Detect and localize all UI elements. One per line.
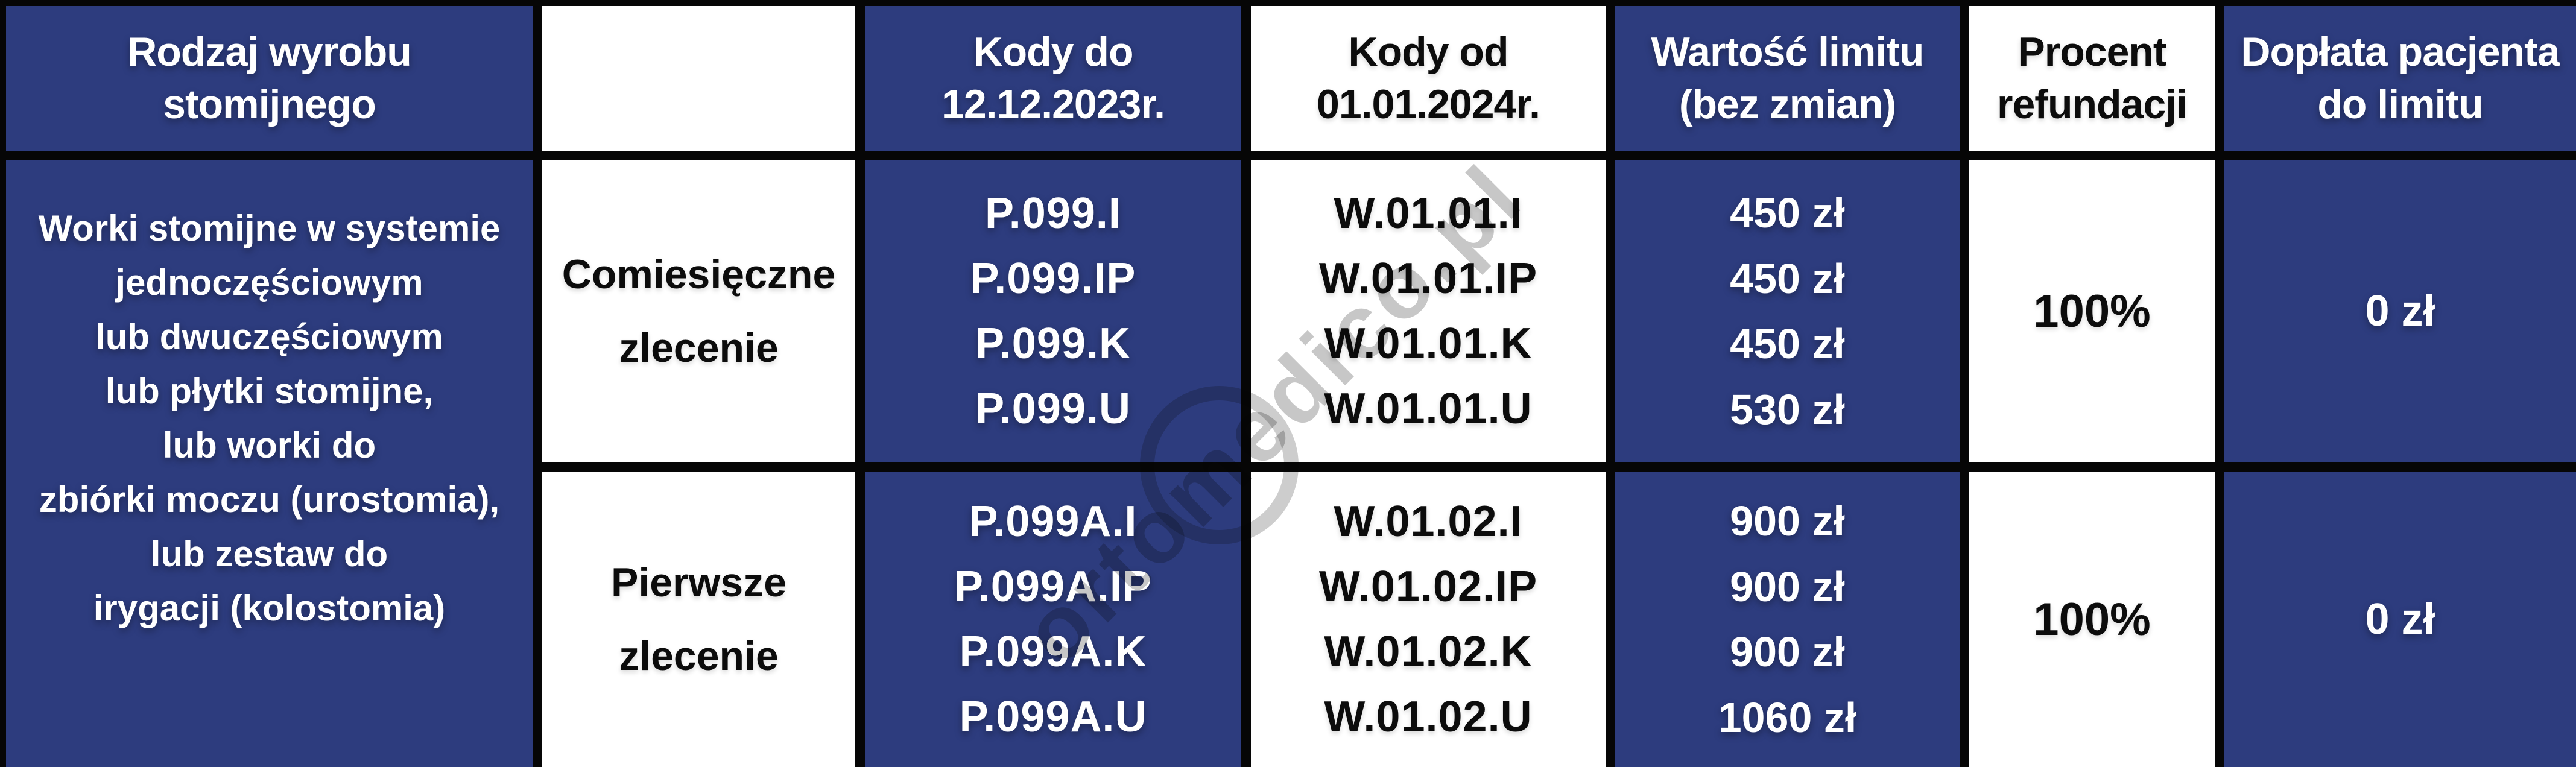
row2-codes-new-cell: W.01.02.I W.01.02.IP W.01.02.K W.01.02.U (1251, 472, 1606, 767)
row1-codes-old-cell: P.099.I P.099.IP P.099.K P.099.U (865, 160, 1241, 462)
row1-codes-old: P.099.I P.099.IP P.099.K P.099.U (970, 189, 1136, 433)
row1-codes-new-cell: W.01.01.I W.01.01.IP W.01.01.K W.01.01.U (1251, 160, 1606, 462)
header-label-codes-until: Kody do 12.12.2023r. (941, 28, 1165, 127)
product-description-text: Worki stomijne w systemie jednoczęściowy… (38, 208, 501, 628)
product-description-cell: Worki stomijne w systemie jednoczęściowy… (6, 160, 533, 767)
header-cell-refund-percent: Procent refundacji (1969, 6, 2215, 151)
row2-limit-values: 900 zł 900 zł 900 zł 1060 zł (1718, 497, 1857, 741)
row2-order-type-cell: Pierwsze zlecenie (542, 472, 855, 767)
row1-limit-values-cell: 450 zł 450 zł 450 zł 530 zł (1615, 160, 1960, 462)
row2-codes-new: W.01.02.I W.01.02.IP W.01.02.K W.01.02.U (1318, 497, 1538, 741)
row1-patient-copay-cell: 0 zł (2224, 160, 2576, 462)
header-cell-product-type: Rodzaj wyrobu stomijnego (6, 6, 533, 151)
row2-refund-percent: 100% (2033, 593, 2151, 645)
header-label-product-type: Rodzaj wyrobu stomijnego (127, 28, 412, 127)
row1-codes-new: W.01.01.I W.01.01.IP W.01.01.K W.01.01.U (1318, 189, 1538, 433)
header-cell-codes-until: Kody do 12.12.2023r. (865, 6, 1241, 151)
row2-patient-copay: 0 zł (2365, 595, 2435, 643)
header-label-patient-copay: Dopłata pacjenta do limitu (2241, 28, 2560, 127)
row1-limit-values: 450 zł 450 zł 450 zł 530 zł (1730, 189, 1845, 433)
header-cell-order-type (542, 6, 855, 151)
header-label-codes-from: Kody od 01.01.2024r. (1317, 28, 1540, 127)
row1-order-type: Comiesięczne zlecenie (562, 251, 836, 371)
header-cell-patient-copay: Dopłata pacjenta do limitu (2224, 6, 2576, 151)
header-label-refund-percent: Procent refundacji (1997, 28, 2188, 127)
row2-patient-copay-cell: 0 zł (2224, 472, 2576, 767)
row1-patient-copay: 0 zł (2365, 287, 2435, 335)
header-cell-codes-from: Kody od 01.01.2024r. (1251, 6, 1606, 151)
row1-order-type-cell: Comiesięczne zlecenie (542, 160, 855, 462)
header-cell-limit-value: Wartość limitu (bez zmian) (1615, 6, 1960, 151)
row1-refund-percent: 100% (2033, 285, 2151, 337)
row1-refund-percent-cell: 100% (1969, 160, 2215, 462)
row2-refund-percent-cell: 100% (1969, 472, 2215, 767)
header-label-limit-value: Wartość limitu (bez zmian) (1651, 28, 1925, 127)
row2-order-type: Pierwsze zlecenie (610, 559, 787, 679)
row2-codes-old: P.099A.I P.099A.IP P.099A.K P.099A.U (954, 497, 1152, 741)
row2-codes-old-cell: P.099A.I P.099A.IP P.099A.K P.099A.U (865, 472, 1241, 767)
row2-limit-values-cell: 900 zł 900 zł 900 zł 1060 zł (1615, 472, 1960, 767)
